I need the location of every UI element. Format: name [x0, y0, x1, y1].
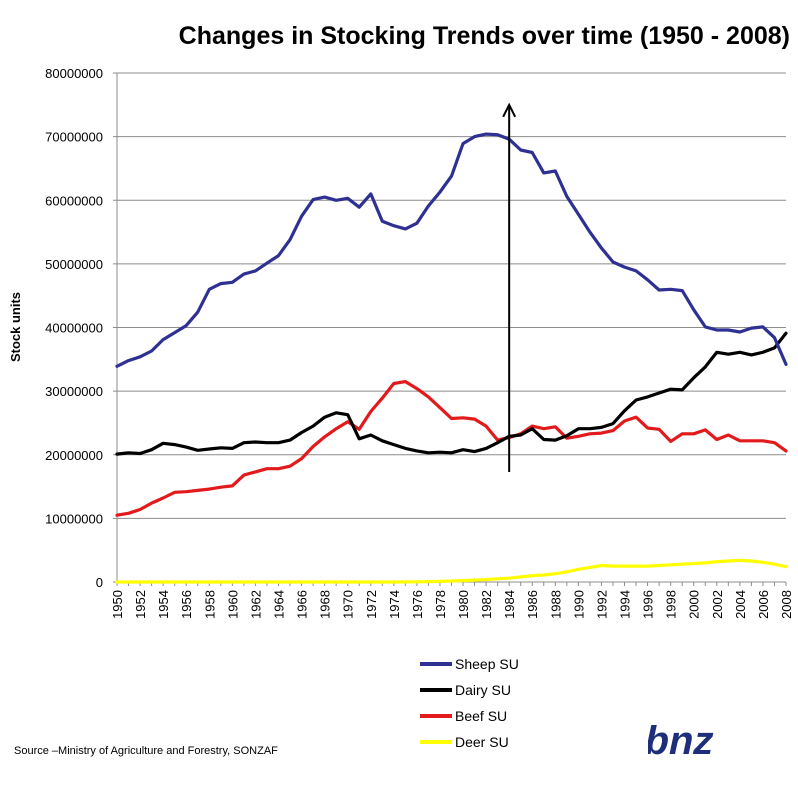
x-tick-label: 1976 [410, 590, 425, 619]
x-tick-label: 1970 [341, 590, 356, 619]
y-tick-label: 10000000 [45, 511, 103, 526]
bnz-logo: bnz [648, 718, 719, 763]
x-tick-label: 1972 [364, 590, 379, 619]
x-tick-label: 1990 [571, 590, 586, 619]
y-tick-label: 30000000 [45, 384, 103, 399]
x-tick-label: 1962 [248, 590, 263, 619]
y-tick-label: 50000000 [45, 257, 103, 272]
x-tick-label: 1960 [225, 590, 240, 619]
y-tick-label: 80000000 [45, 66, 103, 81]
x-tick-label: 1988 [548, 590, 563, 619]
series-lines [115, 132, 788, 584]
x-tick-labels: 1950 1952 1954 1956 1958 1960 1962 1964 1966 1968… [110, 590, 794, 619]
x-tick-label: 1984 [502, 590, 517, 619]
x-tick-label: 1982 [479, 590, 494, 619]
x-tick-label: 1998 [664, 590, 679, 619]
annotation-arrow [502, 102, 517, 472]
series-line-dairy-su [115, 331, 788, 456]
x-tick-label: 1954 [156, 590, 171, 619]
series-line-deer-su [115, 558, 788, 584]
x-tick-label: 1958 [202, 590, 217, 619]
x-tick-label: 2004 [733, 590, 748, 619]
x-tick-label: 2006 [756, 590, 771, 619]
y-tick-label: 60000000 [45, 193, 103, 208]
x-tick-label: 1978 [433, 590, 448, 619]
x-tick-label: 1974 [387, 590, 402, 619]
series-line-beef-su [115, 380, 788, 517]
source-note: Source –Ministry of Agriculture and Fore… [14, 745, 278, 757]
legend-label: Beef SU [455, 708, 507, 724]
x-tick-label: 1952 [133, 590, 148, 619]
chart-title: Changes in Stocking Trends over time (19… [178, 22, 790, 50]
y-tick-labels: 0 10000000 20000000 30000000 40000000 5000000… [45, 66, 103, 590]
y-tick-label: 0 [96, 575, 103, 590]
axes [116, 73, 787, 586]
x-tick-label: 1950 [110, 590, 125, 619]
x-tick-label: 1980 [456, 590, 471, 619]
x-tick-label: 1996 [641, 590, 656, 619]
legend-label: Deer SU [455, 734, 509, 750]
y-tick-label: 20000000 [45, 448, 103, 463]
series-line-sheep-su [115, 132, 788, 368]
legend-label: Sheep SU [455, 656, 519, 672]
legend-label: Dairy SU [455, 682, 511, 698]
x-tick-label: 2000 [687, 590, 702, 619]
x-tick-label: 1992 [594, 590, 609, 619]
y-tick-label: 70000000 [45, 130, 103, 145]
bnz-logo-text: bnz [648, 718, 719, 763]
x-tick-label: 1968 [318, 590, 333, 619]
x-tick-label: 1966 [295, 590, 310, 619]
annotation-arrow-head [502, 102, 517, 118]
x-tick-label: 2002 [710, 590, 725, 619]
x-tick-label: 2008 [779, 590, 794, 619]
x-tick-label: 1964 [271, 590, 286, 619]
grid-lines [113, 72, 786, 583]
x-tick-label: 1994 [618, 590, 633, 619]
x-tick-label: 1986 [525, 590, 540, 619]
x-tick-label: 1956 [179, 590, 194, 619]
legend: Sheep SU Dairy SU Beef SU Deer SU [420, 656, 519, 750]
y-tick-label: 40000000 [45, 321, 103, 336]
y-axis-label: Stock units [8, 292, 23, 362]
